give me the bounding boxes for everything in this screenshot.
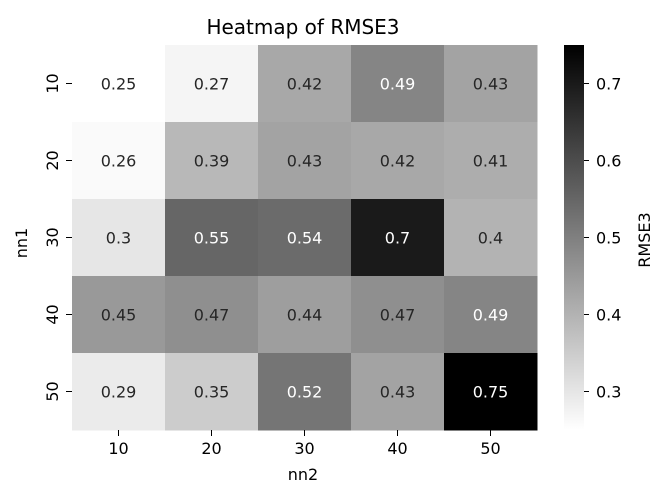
cell-value-label: 0.3 <box>106 229 131 248</box>
heatmap-cell <box>72 353 166 431</box>
heatmap-cell <box>72 122 166 200</box>
heatmap-cell <box>72 45 166 123</box>
cell-value-label: 0.4 <box>478 229 503 248</box>
cell-value-label: 0.29 <box>101 383 137 402</box>
cell-value-label: 0.42 <box>287 75 323 94</box>
cell-value-label: 0.49 <box>473 306 509 325</box>
heatmap-cell <box>351 276 445 354</box>
heatmap-cell <box>72 276 166 354</box>
heatmap-cell <box>165 122 259 200</box>
cell-value-label: 0.39 <box>194 152 230 171</box>
heatmap-cell <box>165 199 259 277</box>
x-tick-label: 30 <box>294 439 314 458</box>
x-tick-label: 10 <box>108 439 128 458</box>
heatmap-cells: 0.25 0.27 0.42 0.49 0.43 0.26 0.39 0.43 0.42 0.41… <box>72 45 538 431</box>
heatmap-cell <box>351 199 445 277</box>
x-tick-label: 20 <box>201 439 221 458</box>
colorbar-label: RMSE3 <box>635 212 651 267</box>
heatmap-cell <box>351 353 445 431</box>
y-axis-label: nn1 <box>12 228 31 258</box>
cell-value-label: 0.27 <box>194 75 230 94</box>
heatmap-cell <box>258 199 352 277</box>
cell-value-label: 0.75 <box>473 383 509 402</box>
heatmap-cell <box>444 276 538 354</box>
colorbar <box>564 45 584 430</box>
heatmap-cell <box>72 199 166 277</box>
cell-value-label: 0.47 <box>380 306 416 325</box>
cell-value-label: 0.43 <box>473 75 509 94</box>
heatmap-cell <box>351 122 445 200</box>
heatmap-cell <box>444 45 538 123</box>
cell-value-label: 0.47 <box>194 306 230 325</box>
heatmap-cell <box>165 353 259 431</box>
colorbar-tick-label: 0.5 <box>596 229 621 248</box>
heatmap-cell <box>444 122 538 200</box>
heatmap-cell <box>444 353 538 431</box>
cell-value-label: 0.26 <box>101 152 137 171</box>
chart-title: Heatmap of RMSE3 <box>206 15 399 39</box>
heatmap-cell <box>258 122 352 200</box>
x-axis-label: nn2 <box>288 465 318 484</box>
cell-value-label: 0.41 <box>473 152 509 171</box>
y-tick-label: 10 <box>43 73 62 93</box>
y-tick-label: 20 <box>43 150 62 170</box>
colorbar-tick-label: 0.6 <box>596 152 621 171</box>
heatmap-cell <box>444 199 538 277</box>
cell-value-label: 0.25 <box>101 75 137 94</box>
x-axis: 10 20 30 40 50 <box>108 430 501 458</box>
cell-value-label: 0.42 <box>380 152 416 171</box>
heatmap-cell <box>165 276 259 354</box>
colorbar-tick-label: 0.3 <box>596 383 621 402</box>
heatmap-cell <box>258 353 352 431</box>
y-tick-label: 50 <box>43 381 62 401</box>
cell-value-label: 0.35 <box>194 383 230 402</box>
heatmap-cell <box>258 276 352 354</box>
heatmap-cell <box>351 45 445 123</box>
colorbar-tick-label: 0.4 <box>596 306 621 325</box>
cell-value-label: 0.44 <box>287 306 323 325</box>
x-tick-label: 50 <box>480 439 500 458</box>
heatmap-cell <box>258 45 352 123</box>
y-tick-label: 40 <box>43 304 62 324</box>
y-axis: 10 20 30 40 50 <box>43 73 72 402</box>
cell-value-label: 0.49 <box>380 75 416 94</box>
x-tick-label: 40 <box>387 439 407 458</box>
cell-value-label: 0.54 <box>287 229 323 248</box>
y-tick-label: 30 <box>43 227 62 247</box>
heatmap-cell <box>165 45 259 123</box>
cell-value-label: 0.52 <box>287 383 323 402</box>
cell-value-label: 0.45 <box>101 306 137 325</box>
cell-value-label: 0.43 <box>380 383 416 402</box>
cell-value-label: 0.43 <box>287 152 323 171</box>
cell-value-label: 0.55 <box>194 229 230 248</box>
colorbar-tick-label: 0.7 <box>596 75 621 94</box>
cell-value-label: 0.7 <box>385 229 410 248</box>
colorbar-ticks: 0.3 0.4 0.5 0.6 0.7 <box>584 75 621 402</box>
